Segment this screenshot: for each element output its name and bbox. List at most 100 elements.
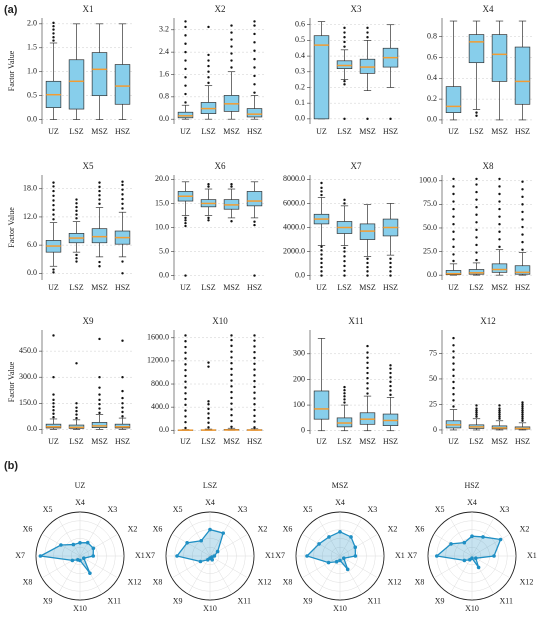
outlier: [207, 70, 210, 73]
outlier: [498, 409, 501, 412]
radar-point: [353, 554, 358, 558]
outlier: [452, 238, 455, 241]
outlier: [475, 243, 478, 247]
x-tick-label: LSZ: [69, 437, 83, 446]
outlier: [184, 334, 187, 337]
radar-title: HSZ: [464, 481, 479, 490]
radar-spoke: [79, 555, 119, 579]
outlier: [184, 101, 187, 104]
x-tick-label: HSZ: [515, 283, 530, 292]
y-tick-label: 2.4: [159, 47, 169, 56]
radar-point: [349, 535, 353, 539]
outlier: [452, 362, 455, 365]
outlier: [230, 183, 233, 186]
outlier: [389, 367, 392, 370]
radar-spoke: [433, 533, 473, 557]
outlier: [253, 374, 256, 377]
outlier: [52, 402, 55, 405]
outlier: [366, 270, 369, 273]
outlier: [343, 264, 346, 268]
outlier: [75, 406, 78, 409]
y-tick-label: 0.2: [295, 82, 305, 91]
outlier: [52, 208, 55, 212]
outlier: [475, 236, 478, 239]
outlier: [52, 213, 55, 216]
outlier: [184, 224, 187, 228]
panel-label: (b): [4, 460, 18, 472]
box: [177, 111, 194, 119]
outlier: [343, 401, 346, 404]
radar-spoke: [339, 555, 379, 579]
outlier: [320, 261, 323, 265]
outlier: [498, 245, 501, 249]
radar-axis-label: X2: [258, 524, 268, 533]
outlier: [207, 183, 210, 186]
radar-axis-label: X8: [23, 577, 33, 586]
outlier: [75, 213, 78, 216]
y-tick-label: 0.1: [295, 98, 305, 107]
box: [114, 64, 131, 105]
outlier: [184, 84, 187, 87]
outlier: [184, 392, 187, 395]
y-tick-label: 25.0: [423, 246, 437, 255]
outlier: [207, 400, 210, 403]
outlier: [366, 382, 369, 385]
radar-point: [342, 556, 346, 560]
outlier: [389, 371, 392, 375]
radar-point: [338, 558, 342, 563]
radar-axis-label: X4: [205, 498, 215, 507]
y-tick-label: 5.0: [159, 246, 169, 255]
outlier: [366, 36, 369, 39]
radar-point: [317, 542, 321, 546]
y-tick-label: 0.0: [159, 114, 169, 123]
outlier: [52, 181, 55, 184]
outlier: [98, 260, 101, 264]
radar-spoke: [187, 517, 211, 557]
outlier: [121, 396, 124, 400]
radar-point: [498, 537, 503, 542]
outlier: [253, 83, 256, 86]
outlier: [320, 193, 323, 197]
outlier: [207, 81, 210, 85]
outlier: [253, 379, 256, 383]
outlier: [52, 405, 55, 408]
outlier: [452, 200, 455, 203]
outlier: [253, 66, 256, 69]
outlier: [389, 117, 392, 121]
outlier: [184, 340, 187, 343]
outlier: [366, 117, 369, 121]
outlier: [475, 407, 478, 410]
outlier: [475, 415, 478, 418]
radar-spoke: [171, 555, 211, 579]
outlier: [184, 221, 187, 225]
outlier: [366, 376, 369, 380]
box: [68, 59, 85, 110]
outlier: [343, 398, 346, 401]
outlier: [320, 265, 323, 269]
outlier: [343, 45, 346, 48]
outlier: [184, 274, 187, 277]
outlier: [184, 409, 187, 412]
y-tick-label: 8000.0: [283, 174, 305, 183]
outlier: [184, 363, 187, 366]
y-tick-label: 0.6: [295, 20, 305, 29]
x-tick-label: LSZ: [69, 127, 83, 136]
radar-axis-label: X6: [283, 524, 293, 533]
outlier: [52, 185, 55, 188]
outlier: [253, 368, 256, 371]
outlier: [230, 373, 233, 376]
radar-point: [59, 543, 63, 547]
outlier: [184, 415, 187, 418]
outlier: [230, 66, 233, 69]
outlier: [75, 416, 78, 420]
outlier: [52, 412, 55, 415]
panel-title: X8: [483, 161, 494, 171]
outlier: [230, 334, 233, 337]
y-tick-label: 18.0: [23, 184, 37, 193]
radar-spoke: [339, 555, 363, 595]
outlier: [475, 409, 478, 412]
outlier: [121, 202, 124, 205]
y-tick-label: 0.0: [27, 268, 37, 277]
outlier: [521, 195, 524, 199]
radar-point: [481, 535, 485, 539]
